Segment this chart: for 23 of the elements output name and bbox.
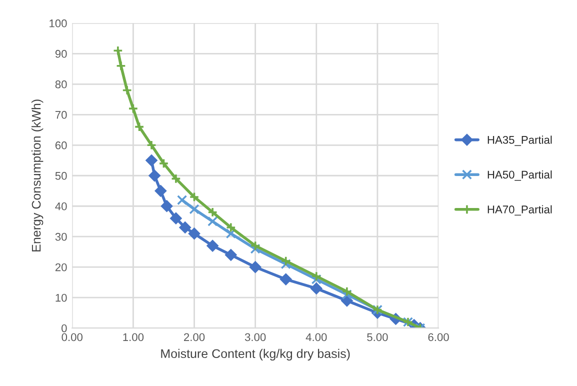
y-tick-label: 10 (56, 294, 67, 302)
y-tick-label: 20 (55, 263, 67, 272)
legend-label: HA70_Partial (488, 205, 552, 216)
y-tick-label: 60 (55, 141, 67, 150)
y-tick-label: 90 (55, 50, 67, 58)
legend-label: HA50_Partial (488, 170, 552, 181)
x-tick-label: 1.00 (123, 333, 144, 342)
x-tick-label: 3.00 (244, 333, 266, 342)
y-tick-label: 80 (55, 80, 67, 88)
x-tick-label: 6.00 (428, 333, 449, 342)
legend-label: HA35_Partial (488, 136, 552, 146)
y-tick-label: 40 (55, 202, 67, 210)
y-tick-label: 70 (55, 110, 67, 119)
x-tick-label: 5.00 (367, 333, 388, 342)
x-tick-label: 2.00 (184, 333, 205, 342)
y-tick-label: 100 (50, 19, 67, 28)
y-tick-label: 30 (55, 232, 67, 241)
x-tick-label: 0.00 (62, 333, 83, 342)
x-axis-title: Moisture Content (kg/kg dry basis) (161, 348, 350, 361)
y-tick-label: 50 (55, 172, 67, 180)
y-axis-title: Energy Consumption (kWh) (32, 100, 44, 252)
y-tick-label: 0 (62, 324, 67, 332)
x-tick-label: 4.00 (306, 333, 327, 342)
